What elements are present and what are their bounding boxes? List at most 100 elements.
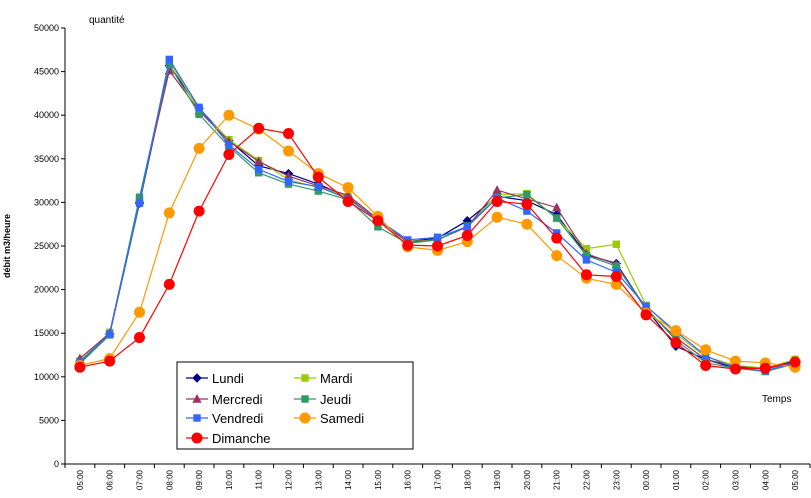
data-point (165, 55, 174, 64)
data-point (582, 256, 591, 264)
data-point (104, 355, 116, 367)
legend-label: Mardi (320, 371, 353, 386)
legend: Lundi Mardi Mercredi Jeudi Vendredi Samedi Dim… (176, 361, 414, 450)
x-tick-label: 23:00 (612, 469, 621, 490)
data-point (134, 332, 145, 344)
legend-label: Lundi (212, 371, 244, 386)
legend-item-dimanche: Dimanche (186, 431, 271, 446)
x-tick-label: 12:00 (285, 469, 294, 490)
legend-label: Vendredi (212, 411, 263, 426)
data-point (551, 232, 563, 244)
data-point (192, 393, 202, 403)
y-tick-label: 0 (54, 459, 59, 469)
x-axis-label: Temps (762, 394, 791, 405)
y-tick-label: 20000 (34, 285, 59, 295)
data-point (491, 211, 503, 223)
x-tick-label: 21:00 (553, 469, 562, 490)
data-point (193, 205, 205, 217)
series-mercredi (75, 65, 800, 373)
data-point (612, 240, 620, 248)
x-tick-label: 11:00 (255, 469, 264, 489)
data-point (730, 363, 741, 375)
legend-label: Samedi (320, 411, 364, 426)
data-point (463, 223, 472, 231)
x-tick-label: 22:00 (583, 469, 592, 490)
y-tick-label: 40000 (34, 110, 59, 120)
data-point (284, 177, 293, 186)
series-line (79, 57, 796, 372)
data-point (223, 109, 235, 121)
y-tick-label: 35000 (34, 154, 59, 164)
data-point (301, 374, 309, 382)
series-lundi (75, 60, 800, 373)
legend-item-jeudi: Jeudi (294, 392, 351, 407)
x-tick-label: 05:00 (791, 469, 800, 490)
data-point (106, 330, 114, 338)
data-point (759, 362, 771, 374)
legend-item-mardi: Mardi (294, 371, 353, 386)
x-tick-label: 06:00 (106, 469, 115, 490)
x-tick-label: 20:00 (523, 469, 532, 490)
y-tick-label: 30000 (34, 197, 59, 207)
x-tick-label: 10:00 (225, 469, 234, 490)
data-point (553, 214, 561, 222)
data-point (193, 414, 201, 422)
data-point (191, 432, 203, 444)
data-point (700, 359, 712, 371)
data-point (163, 278, 175, 290)
data-point (640, 309, 652, 321)
data-point (461, 230, 473, 242)
y-tick-label: 50000 (34, 23, 59, 33)
data-point (283, 128, 294, 140)
data-point (192, 373, 202, 383)
data-point (700, 344, 712, 356)
data-point (195, 103, 203, 112)
x-tick-label: 17:00 (434, 469, 443, 490)
y-axis-top-label: quantité (89, 15, 125, 26)
x-tick-label: 03:00 (732, 469, 741, 490)
x-tick-label: 05:00 (76, 469, 85, 490)
data-point (195, 110, 203, 119)
data-point (342, 182, 354, 194)
x-tick-label: 15:00 (374, 469, 383, 490)
data-point (299, 412, 311, 424)
data-point (301, 395, 309, 403)
data-point (610, 271, 622, 283)
data-point (521, 218, 533, 230)
data-point (342, 196, 354, 208)
data-point (134, 306, 145, 318)
y-tick-label: 10000 (34, 372, 59, 382)
data-point (402, 239, 414, 251)
x-tick-label: 16:00 (404, 469, 413, 490)
legend-item-samedi: Samedi (294, 411, 364, 426)
data-point (372, 215, 384, 227)
legend-item-lundi: Lundi (186, 371, 244, 386)
data-point (491, 196, 503, 208)
series-group (74, 55, 801, 376)
series-line (79, 64, 796, 369)
data-point (552, 202, 562, 212)
x-tick-label: 08:00 (165, 469, 174, 490)
x-tick-label: 09:00 (195, 469, 204, 490)
x-tick-label: 07:00 (136, 469, 145, 490)
data-point (521, 198, 533, 210)
data-point (551, 250, 563, 262)
series-dimanche (74, 122, 801, 375)
data-point (283, 145, 294, 157)
x-tick-label: 14:00 (344, 469, 353, 490)
data-point (74, 361, 86, 373)
x-ticks: 05:00 06:00 07:00 08:00 09:00 10:00 11:00 12:00… (64, 464, 811, 490)
y-axis-label: débit m3/heure (2, 214, 12, 278)
data-point (223, 148, 235, 160)
y-ticks: 0 5000 10000 15000 20000 25000 30000 35000 40000… (34, 23, 65, 469)
data-point (254, 156, 264, 166)
x-tick-label: 18:00 (463, 469, 472, 490)
y-tick-label: 5000 (39, 415, 59, 425)
series-vendredi (76, 55, 799, 375)
data-point (255, 165, 263, 173)
legend-label: Mercredi (212, 392, 263, 407)
y-tick-label: 15000 (34, 328, 59, 338)
legend-item-vendredi: Vendredi (186, 411, 263, 426)
y-tick-label: 25000 (34, 241, 59, 251)
